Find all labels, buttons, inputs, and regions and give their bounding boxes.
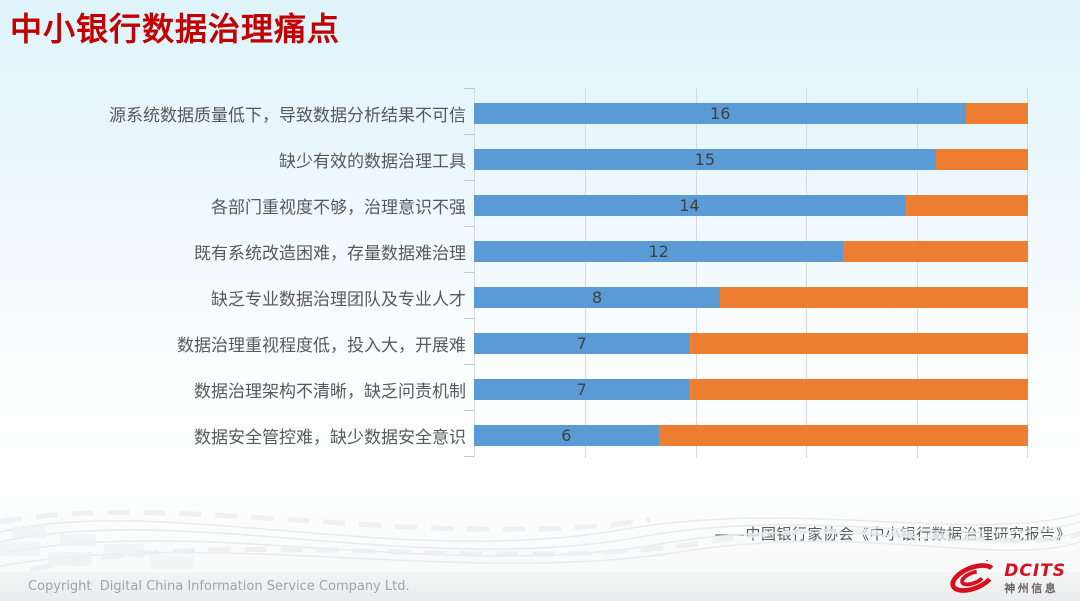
bar-segment-orange — [904, 194, 1028, 216]
bar-track: 7 — [474, 332, 1028, 354]
gridline — [806, 88, 808, 458]
category-label: 既有系统改造困难，存量数据难治理 — [194, 243, 466, 264]
category-label: 缺乏专业数据治理团队及专业人才 — [211, 289, 466, 310]
bar-segment-orange — [966, 102, 1028, 124]
chart-row: 数据治理重视程度低，投入大，开展难 7 — [8, 320, 1028, 366]
chart-row: 源系统数据质量低下，导致数据分析结果不可信 16 — [8, 90, 1028, 136]
logo-brand-cn-text: 神州信息 — [1004, 581, 1059, 595]
bar-segment-blue: 8 — [474, 286, 721, 308]
stacked-bar-chart: 源系统数据质量低下，导致数据分析结果不可信 16 缺少有效的数据治理工具 15 各部门重… — [8, 88, 1028, 458]
source-citation: ——中国银行家协会《中小银行数据治理研究报告》 — [714, 525, 1071, 543]
bar-segment-blue: 6 — [474, 424, 659, 446]
logo-text-block: DCITS 神州信息 — [1004, 560, 1066, 595]
chart-row: 数据治理架构不清晰，缺乏问责机制 7 — [8, 366, 1028, 412]
bar-segment-blue: 7 — [474, 378, 690, 400]
bar-segment-blue: 16 — [474, 102, 967, 124]
bar-segment-orange — [689, 378, 1028, 400]
bar-segment-orange — [720, 286, 1028, 308]
bar-value-label: 6 — [561, 425, 572, 445]
gridline — [695, 88, 697, 458]
category-label: 数据治理架构不清晰，缺乏问责机制 — [194, 381, 466, 402]
bar-segment-orange — [689, 332, 1028, 354]
axis-tick-mark — [464, 134, 474, 135]
page-title: 中小银行数据治理痛点 — [10, 10, 341, 48]
bar-value-label: 7 — [576, 333, 587, 353]
category-label: 源系统数据质量低下，导致数据分析结果不可信 — [109, 105, 466, 126]
chart-row: 缺少有效的数据治理工具 15 — [8, 136, 1028, 182]
gridline — [584, 88, 586, 458]
chart-rows: 源系统数据质量低下，导致数据分析结果不可信 16 缺少有效的数据治理工具 15 各部门重… — [8, 90, 1028, 458]
category-label: 缺少有效的数据治理工具 — [279, 151, 466, 172]
bar-value-label: 12 — [648, 241, 669, 261]
bar-segment-orange — [658, 424, 1028, 446]
axis-tick-mark — [464, 88, 474, 89]
bar-value-label: 14 — [679, 195, 700, 215]
category-label: 数据安全管控难，缺少数据安全意识 — [194, 427, 466, 448]
axis-tick-mark — [464, 226, 474, 227]
axis-tick-mark — [464, 456, 474, 457]
y-axis-line — [474, 88, 475, 458]
bar-segment-blue: 14 — [474, 194, 905, 216]
bar-track: 15 — [474, 148, 1028, 170]
bar-track: 8 — [474, 286, 1028, 308]
plot-gridlines — [474, 88, 1028, 458]
axis-tick-mark — [464, 272, 474, 273]
category-label: 各部门重视度不够，治理意识不强 — [211, 197, 466, 218]
bar-value-label: 8 — [592, 287, 603, 307]
gridline — [1027, 88, 1028, 458]
bar-segment-orange — [843, 240, 1028, 262]
bar-track: 14 — [474, 194, 1028, 216]
bar-segment-blue: 15 — [474, 148, 936, 170]
swirl-swoosh-icon — [950, 560, 996, 593]
bar-segment-blue: 12 — [474, 240, 844, 262]
dcits-logo: DCITS 神州信息 — [947, 560, 1066, 596]
chart-row: 各部门重视度不够，治理意识不强 14 — [8, 182, 1028, 228]
axis-tick-mark — [464, 410, 474, 411]
axis-tick-mark — [464, 180, 474, 181]
axis-tick-mark — [464, 364, 474, 365]
logo-brand-text: DCITS — [1004, 560, 1066, 581]
chart-row: 既有系统改造困难，存量数据难治理 12 — [8, 228, 1028, 274]
bar-value-label: 15 — [694, 149, 715, 169]
bar-track: 6 — [474, 424, 1028, 446]
bar-segment-blue: 7 — [474, 332, 690, 354]
bar-track: 16 — [474, 102, 1028, 124]
chart-row: 数据安全管控难，缺少数据安全意识 6 — [8, 412, 1028, 458]
gridline — [917, 88, 919, 458]
chart-row: 缺乏专业数据治理团队及专业人才 8 — [8, 274, 1028, 320]
bar-value-label: 7 — [576, 379, 587, 399]
axis-tick-mark — [464, 318, 474, 319]
bar-track: 7 — [474, 378, 1028, 400]
category-label: 数据治理重视程度低，投入大，开展难 — [177, 335, 466, 356]
bar-value-label: 16 — [710, 103, 731, 123]
footer-bar: Copyright Digital China Information Serv… — [0, 572, 1080, 601]
copyright-text: Copyright Digital China Information Serv… — [28, 579, 410, 594]
bar-track: 12 — [474, 240, 1028, 262]
bar-segment-orange — [935, 148, 1028, 170]
